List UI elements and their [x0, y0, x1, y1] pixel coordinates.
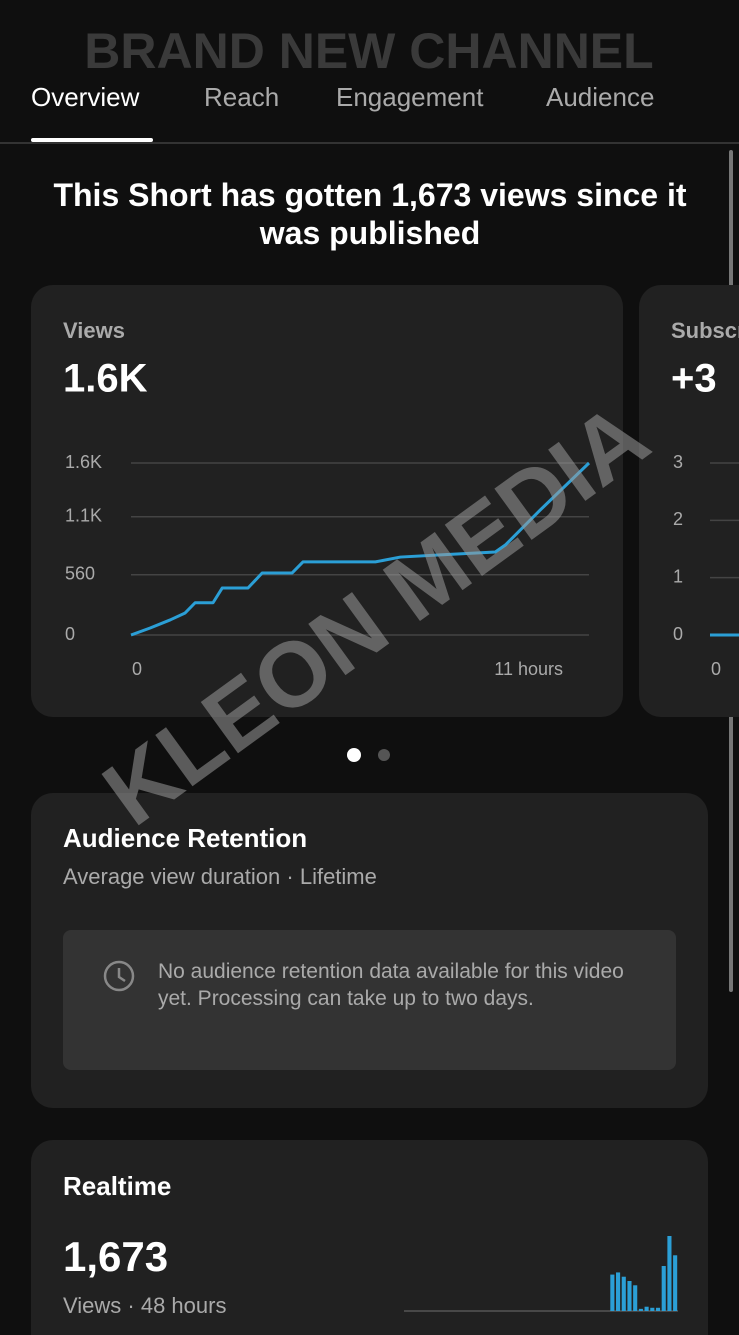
bar [644, 1306, 649, 1311]
tab[interactable]: Engagement [336, 82, 484, 112]
clock-icon [103, 960, 135, 992]
bar [673, 1255, 678, 1311]
x-tick-label: 11 hours [494, 659, 563, 679]
clock-hands [117, 968, 126, 983]
bar [621, 1276, 626, 1311]
realtime-card[interactable] [31, 1140, 708, 1335]
subscribers-card[interactable] [639, 285, 739, 717]
card-title: Views [63, 318, 125, 343]
views-card[interactable] [31, 285, 623, 717]
card-value: 1.6K [63, 357, 148, 401]
data-line [130, 461, 591, 637]
y-tick-label: 560 [65, 564, 95, 584]
bar [638, 1308, 643, 1311]
bar [627, 1281, 632, 1311]
summary: This Short has gotten 1,673 views since … [53, 177, 687, 251]
tab[interactable]: Reach [204, 82, 279, 112]
bar [655, 1307, 661, 1311]
y-tick-label: 1.1K [65, 506, 102, 526]
bar [616, 1272, 621, 1311]
y-tick-label: 1 [673, 566, 683, 586]
y-tick-label: 0 [65, 624, 75, 644]
bar [667, 1236, 672, 1311]
bar [633, 1285, 638, 1311]
notice-box [63, 930, 676, 1070]
bar [610, 1274, 615, 1311]
tab-indicator [31, 138, 153, 142]
page-dot[interactable] [378, 749, 390, 761]
y-tick-label: 3 [673, 452, 683, 472]
card-title: Subscribers [671, 318, 739, 343]
retention-subtitle: Average view duration · Lifetime [63, 864, 377, 889]
card-value: 1,673 [63, 1233, 168, 1280]
y-tick-label: 1.6K [65, 452, 102, 472]
x-tick-label: 0 [711, 659, 721, 679]
card-title: Realtime [63, 1171, 171, 1201]
tab[interactable]: Audience [546, 82, 654, 112]
y-tick-label: 2 [673, 509, 683, 529]
page-dot[interactable] [347, 748, 361, 762]
card-subtitle: Views · 48 hours [63, 1293, 226, 1318]
bar [650, 1307, 655, 1311]
tab[interactable]: Overview [31, 82, 140, 112]
x-tick-label: 0 [132, 659, 142, 679]
y-tick-label: 0 [673, 624, 683, 644]
retention-title: Audience Retention [63, 823, 307, 853]
card-value: +3 [671, 357, 717, 401]
bar [661, 1266, 666, 1311]
retention-message: No audience retention data available for… [158, 960, 624, 1010]
channel-title: BRAND NEW CHANNEL [84, 23, 653, 79]
